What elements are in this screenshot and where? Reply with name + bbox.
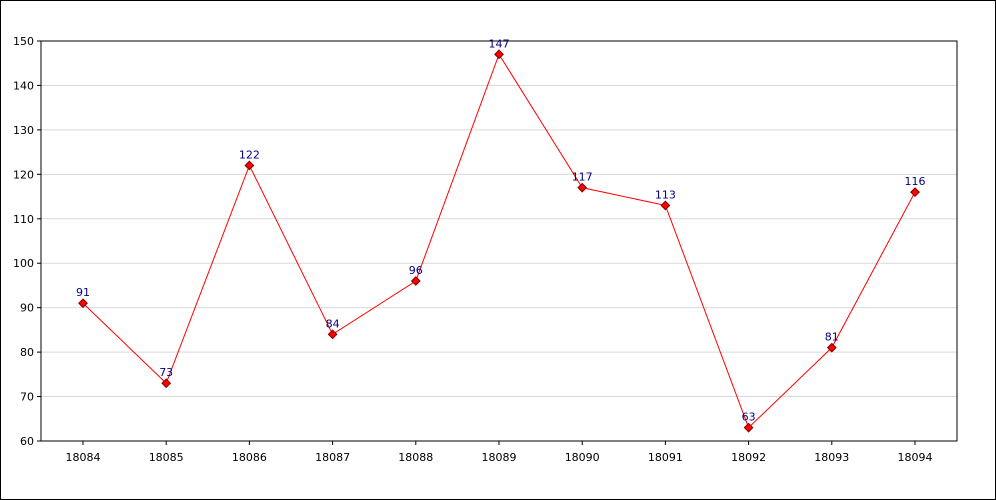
- y-tick-label: 70: [20, 391, 34, 404]
- y-tick-label: 100: [13, 257, 34, 270]
- data-label: 96: [409, 264, 423, 277]
- data-label: 73: [159, 366, 173, 379]
- y-tick-label: 90: [20, 302, 34, 315]
- x-tick-label: 18084: [66, 451, 101, 464]
- data-label: 122: [239, 148, 260, 161]
- y-tick-label: 120: [13, 168, 34, 181]
- data-label: 113: [655, 188, 676, 201]
- data-label: 117: [572, 171, 593, 184]
- x-tick-label: 18093: [814, 451, 849, 464]
- data-point-marker: [494, 49, 504, 60]
- data-point-marker: [410, 276, 421, 286]
- x-tick-label: 18090: [565, 451, 600, 464]
- data-label: 147: [489, 37, 510, 50]
- data-point-marker: [161, 378, 172, 389]
- x-tick-label: 18094: [898, 451, 933, 464]
- data-point-marker: [577, 182, 588, 193]
- data-label: 116: [905, 175, 926, 188]
- data-point-marker: [327, 329, 338, 340]
- data-label: 84: [326, 317, 340, 330]
- data-point-marker: [660, 200, 671, 211]
- data-label: 81: [825, 331, 839, 344]
- y-tick-label: 60: [20, 435, 34, 448]
- plot-area-border: [40, 40, 958, 442]
- x-tick-label: 18085: [149, 451, 184, 464]
- y-tick-label: 110: [13, 213, 34, 226]
- series-line: [82, 53, 916, 429]
- data-point-marker: [910, 187, 920, 198]
- data-label: 63: [742, 411, 756, 424]
- y-tick-label: 140: [13, 79, 34, 92]
- data-point-marker: [826, 342, 837, 353]
- data-point-marker: [244, 160, 255, 171]
- x-tick-label: 18087: [315, 451, 350, 464]
- data-point-marker: [78, 298, 88, 309]
- x-tick-label: 18088: [398, 451, 433, 464]
- x-tick-label: 18086: [232, 451, 267, 464]
- x-tick-label: 18089: [482, 451, 517, 464]
- y-tick-label: 80: [20, 346, 34, 359]
- x-tick-label: 18091: [648, 451, 683, 464]
- data-point-marker: [743, 422, 754, 433]
- y-tick-label: 130: [13, 124, 34, 137]
- x-tick-label: 18092: [731, 451, 766, 464]
- data-label: 91: [76, 286, 90, 299]
- y-tick-label: 150: [13, 35, 34, 48]
